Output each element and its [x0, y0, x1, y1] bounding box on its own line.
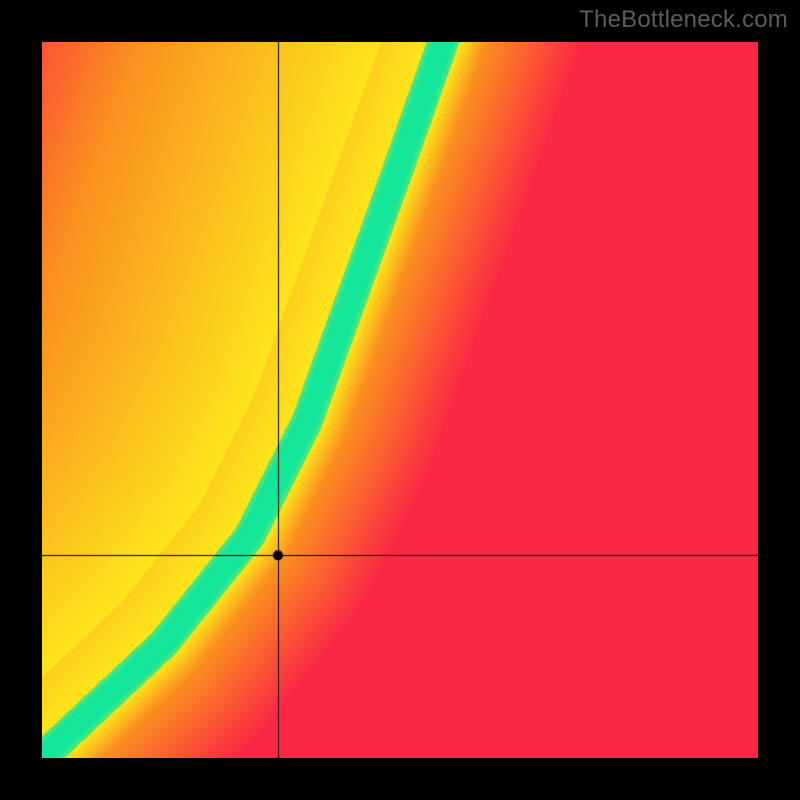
watermark-text: TheBottleneck.com [579, 6, 788, 34]
heatmap-canvas [42, 42, 758, 758]
chart-container: TheBottleneck.com [0, 0, 800, 800]
